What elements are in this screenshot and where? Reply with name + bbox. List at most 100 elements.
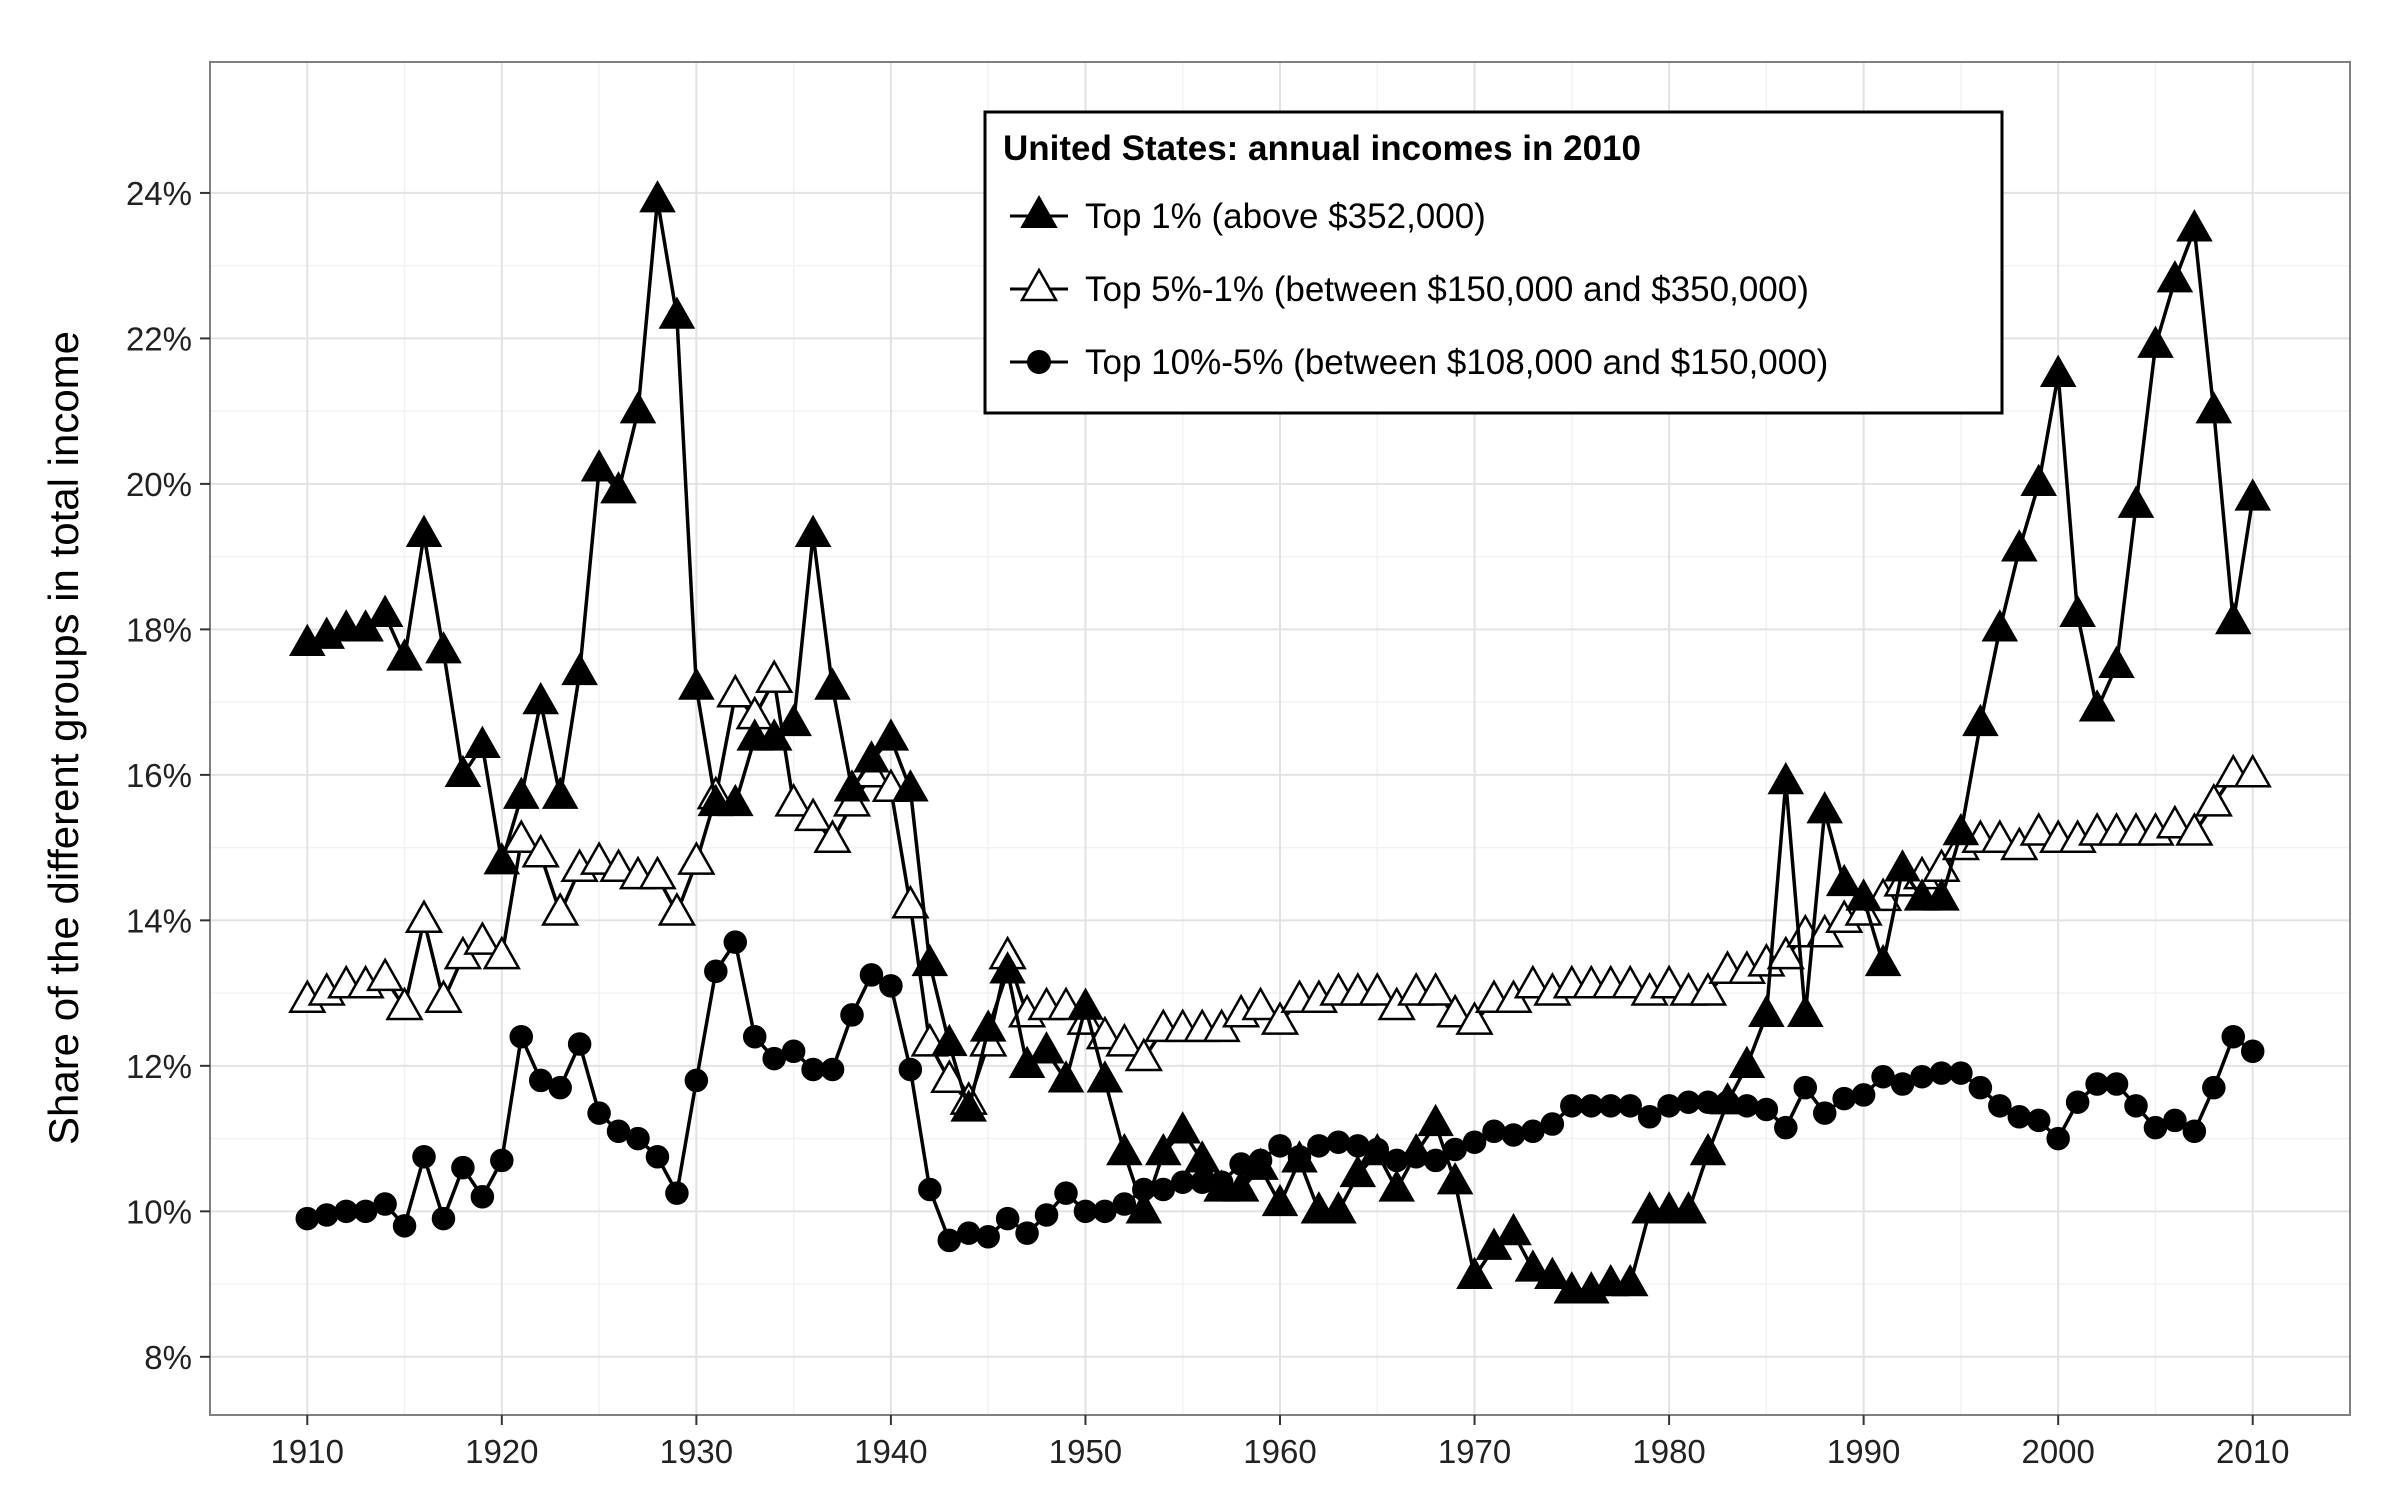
data-point	[1980, 819, 2019, 853]
data-point	[1164, 1111, 1201, 1144]
data-point	[639, 180, 676, 213]
data-point	[1268, 1134, 1292, 1158]
data-point	[334, 1199, 358, 1224]
data-point	[853, 740, 890, 773]
data-point	[813, 819, 852, 853]
data-point	[892, 769, 929, 802]
data-point	[541, 891, 580, 926]
data-point	[1793, 1075, 1818, 1100]
data-point	[404, 899, 444, 934]
x-tick-label: 1990	[1827, 1433, 1900, 1470]
data-point	[405, 514, 443, 547]
data-point	[521, 833, 560, 868]
data-point	[1864, 943, 1902, 977]
y-tick-label: 14%	[126, 902, 192, 939]
data-point	[1709, 1082, 1746, 1115]
legend-item-top1: Top 1% (above $352,000)	[1010, 194, 1486, 236]
data-point	[1560, 1094, 1584, 1118]
data-point	[1028, 1031, 1065, 1064]
data-point	[580, 449, 618, 482]
data-point	[2007, 1105, 2032, 1129]
data-point	[677, 841, 716, 875]
data-point	[1981, 609, 2019, 642]
data-point	[1501, 1123, 1526, 1147]
data-point	[2098, 645, 2135, 678]
legend-item-top10-5: Top 10%-5% (between $108,000 and $150,00…	[1010, 343, 1828, 382]
data-point	[1968, 1075, 1993, 1100]
data-point	[541, 776, 579, 809]
data-point	[1540, 1112, 1565, 1136]
data-point	[775, 703, 812, 737]
data-point	[1378, 1169, 1415, 1202]
data-point	[1093, 1199, 1117, 1224]
data-point	[463, 921, 502, 955]
data-point	[995, 1206, 1020, 1231]
data-point	[1748, 994, 1785, 1028]
data-point	[528, 1068, 553, 1093]
x-tick-label: 1970	[1438, 1433, 1511, 1470]
data-point	[1618, 1094, 1642, 1118]
data-point	[814, 667, 851, 700]
data-point	[638, 855, 677, 890]
data-point	[386, 638, 423, 671]
data-point	[522, 681, 559, 715]
data-point	[2202, 1075, 2226, 1100]
axis-ticks	[200, 191, 2254, 1425]
data-point	[424, 979, 463, 1014]
data-point	[2020, 463, 2057, 497]
data-point	[1106, 1132, 1143, 1166]
data-point	[678, 667, 715, 700]
data-point	[579, 841, 619, 875]
data-point	[1067, 987, 1104, 1020]
y-axis-title: Share of the different groups in total i…	[40, 331, 87, 1145]
data-point	[1910, 1065, 1934, 1089]
data-point	[431, 1206, 456, 1231]
data-point	[1170, 1170, 1195, 1194]
data-point	[1436, 1162, 1474, 1195]
data-point	[723, 930, 748, 954]
data-point	[762, 1046, 786, 1071]
data-point	[2175, 811, 2214, 846]
data-point	[483, 842, 521, 875]
data-point	[1015, 1221, 1039, 1245]
data-point	[1754, 1097, 1779, 1122]
data-point	[891, 884, 930, 919]
data-point	[2182, 1119, 2207, 1144]
data-point	[781, 1039, 806, 1064]
data-point	[833, 769, 871, 802]
data-point	[1767, 761, 1805, 795]
data-point	[1851, 1083, 1876, 1107]
data-point	[464, 725, 501, 758]
data-point	[956, 1221, 981, 1245]
data-point	[503, 776, 540, 809]
data-point	[1124, 1037, 1163, 1072]
data-point	[684, 1068, 709, 1093]
data-point	[2143, 1115, 2168, 1140]
x-tick-label: 1940	[854, 1433, 927, 1470]
data-point	[2124, 1094, 2148, 1118]
data-point	[599, 848, 638, 883]
data-point	[1637, 1105, 1662, 1129]
data-point	[444, 754, 482, 788]
data-point	[1260, 1001, 1300, 1035]
data-point	[793, 797, 833, 832]
data-point	[1034, 1203, 1059, 1227]
y-tick-label: 8%	[144, 1339, 192, 1376]
data-point	[1112, 1192, 1137, 1216]
data-point	[658, 296, 696, 329]
data-point	[490, 1148, 514, 1173]
data-point	[1151, 1177, 1176, 1202]
data-point	[619, 391, 657, 424]
data-point	[2117, 485, 2155, 518]
data-point	[1359, 1132, 1396, 1166]
data-point	[1455, 1001, 1494, 1035]
data-point	[2046, 1126, 2070, 1151]
data-point	[820, 1057, 845, 1082]
legend-label-top1: Top 1% (above $352,000)	[1085, 197, 1486, 236]
data-point	[794, 514, 832, 547]
data-point	[1416, 971, 1455, 1006]
data-point	[2065, 1090, 2090, 1114]
data-point	[645, 1145, 670, 1169]
data-point	[1307, 1134, 1331, 1158]
data-point	[1521, 1119, 1545, 1144]
